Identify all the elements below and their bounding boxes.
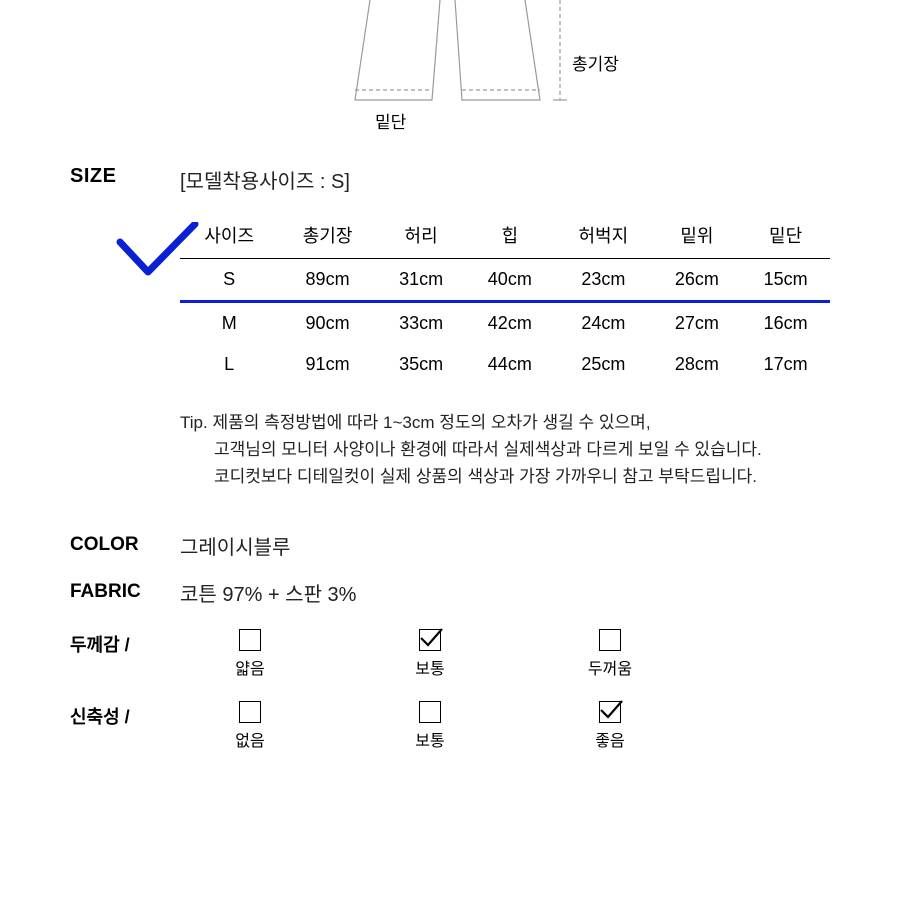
attribute-option: 보통	[400, 701, 460, 751]
checkbox-icon	[419, 701, 441, 723]
attribute-options: 얇음 보통 두꺼움	[220, 629, 640, 679]
size-cell: S	[180, 259, 278, 302]
size-row: S89cm31cm40cm23cm26cm15cm	[180, 259, 830, 302]
size-cell: 89cm	[278, 259, 376, 302]
size-cell: 44cm	[465, 344, 554, 385]
attribute-row: 두께감 / 얇음 보통 두꺼움	[70, 629, 840, 679]
fabric-value: 코튼 97% + 스판 3%	[180, 578, 356, 607]
attribute-option: 없음	[220, 701, 280, 751]
attribute-option-label: 보통	[415, 655, 444, 679]
size-col-4: 허벅지	[554, 212, 652, 259]
color-row: COLOR 그레이시블루	[70, 531, 840, 560]
size-heading: SIZE	[70, 165, 180, 188]
attribute-label: 신축성 /	[70, 701, 180, 729]
size-cell: 31cm	[377, 259, 466, 302]
attribute-option: 얇음	[220, 629, 280, 679]
size-cell: M	[180, 302, 278, 345]
diagram-hem-label: 밑단	[375, 113, 407, 132]
size-cell: L	[180, 344, 278, 385]
checkbox-icon	[239, 701, 261, 723]
product-info: SIZE [모델착용사이즈 : S] 사이즈총기장허리힙허벅지밑위밑단 S89c…	[70, 165, 840, 751]
attribute-option: 좋음	[580, 701, 640, 751]
attribute-option: 두꺼움	[580, 629, 640, 679]
attribute-options: 없음 보통 좋음	[220, 701, 640, 751]
size-cell: 90cm	[278, 302, 376, 345]
size-cell: 26cm	[653, 259, 742, 302]
size-heading-row: SIZE [모델착용사이즈 : S]	[70, 165, 840, 194]
size-col-0: 사이즈	[180, 212, 278, 259]
size-cell: 27cm	[653, 302, 742, 345]
size-cell: 40cm	[465, 259, 554, 302]
color-value: 그레이시블루	[180, 531, 290, 560]
size-cell: 23cm	[554, 259, 652, 302]
tip-line-2: 코디컷보다 디테일컷이 실제 상품의 색상과 가장 가까우니 참고 부탁드립니다…	[180, 463, 840, 490]
checkbox-checked-icon	[599, 701, 621, 723]
size-cell: 42cm	[465, 302, 554, 345]
size-row: M90cm33cm42cm24cm27cm16cm	[180, 302, 830, 345]
tip-line-1: 고객님의 모니터 사양이나 환경에 따라서 실제색상과 다르게 보일 수 있습니…	[180, 436, 840, 463]
size-cell: 15cm	[741, 259, 830, 302]
size-col-3: 힙	[465, 212, 554, 259]
size-cell: 35cm	[377, 344, 466, 385]
diagram-length-label: 총기장	[572, 55, 619, 74]
size-table-container: 사이즈총기장허리힙허벅지밑위밑단 S89cm31cm40cm23cm26cm15…	[180, 212, 840, 385]
size-cell: 33cm	[377, 302, 466, 345]
attribute-option-label: 얇음	[235, 655, 264, 679]
tip-prefix: Tip.	[180, 413, 208, 432]
attribute-row: 신축성 / 없음 보통 좋음	[70, 701, 840, 751]
size-cell: 24cm	[554, 302, 652, 345]
attribute-label: 두께감 /	[70, 629, 180, 657]
tip-line-0: 제품의 측정방법에 따라 1~3cm 정도의 오차가 생길 수 있으며,	[212, 413, 650, 432]
attribute-option-label: 두꺼움	[588, 655, 632, 679]
attribute-option-label: 없음	[235, 727, 264, 751]
checkbox-checked-icon	[419, 629, 441, 651]
checkbox-icon	[599, 629, 621, 651]
size-row: L91cm35cm44cm25cm28cm17cm	[180, 344, 830, 385]
size-model-note: [모델착용사이즈 : S]	[180, 165, 350, 194]
size-col-6: 밑단	[741, 212, 830, 259]
size-table: 사이즈총기장허리힙허벅지밑위밑단 S89cm31cm40cm23cm26cm15…	[180, 212, 830, 385]
size-cell: 16cm	[741, 302, 830, 345]
checkbox-icon	[239, 629, 261, 651]
color-heading: COLOR	[70, 534, 180, 556]
pants-diagram: 밑단 총기장	[0, 0, 899, 145]
tip-block: Tip. 제품의 측정방법에 따라 1~3cm 정도의 오차가 생길 수 있으며…	[180, 409, 840, 491]
attribute-option-label: 좋음	[595, 727, 624, 751]
attribute-option-label: 보통	[415, 727, 444, 751]
size-cell: 91cm	[278, 344, 376, 385]
fabric-heading: FABRIC	[70, 581, 180, 603]
size-cell: 17cm	[741, 344, 830, 385]
size-col-5: 밑위	[653, 212, 742, 259]
size-col-2: 허리	[377, 212, 466, 259]
size-col-1: 총기장	[278, 212, 376, 259]
attribute-option: 보통	[400, 629, 460, 679]
fabric-row: FABRIC 코튼 97% + 스판 3%	[70, 578, 840, 607]
size-cell: 25cm	[554, 344, 652, 385]
size-cell: 28cm	[653, 344, 742, 385]
